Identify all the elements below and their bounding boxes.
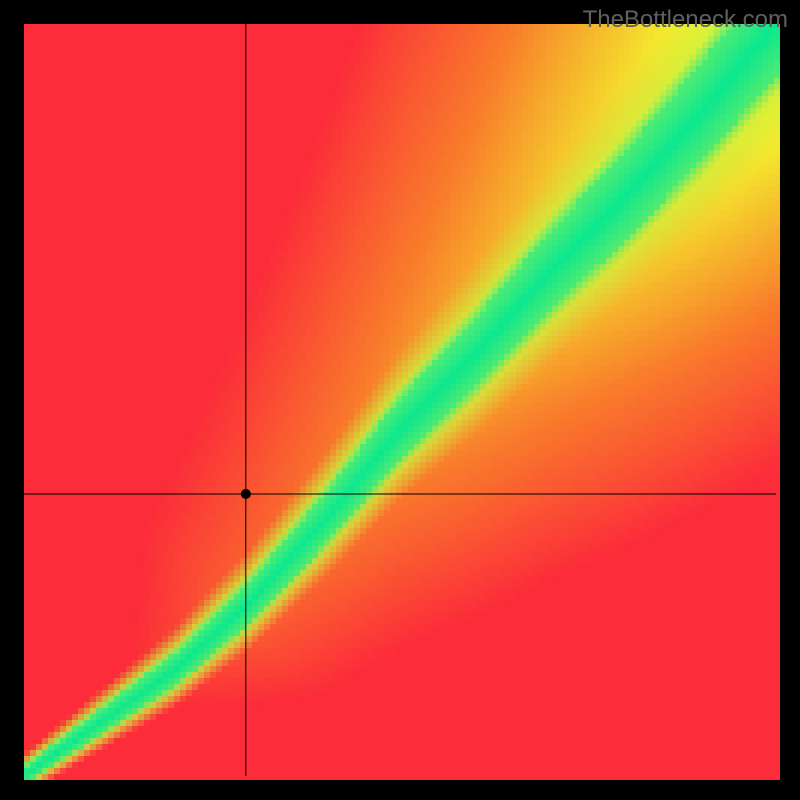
bottleneck-heatmap	[0, 0, 800, 800]
watermark-text: TheBottleneck.com	[583, 6, 788, 34]
chart-container: TheBottleneck.com	[0, 0, 800, 800]
